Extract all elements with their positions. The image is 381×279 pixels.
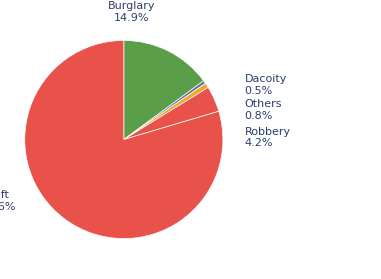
Wedge shape	[124, 88, 219, 140]
Text: Dacoity
0.5%: Dacoity 0.5%	[245, 74, 287, 96]
Text: Others
0.8%: Others 0.8%	[245, 99, 282, 121]
Wedge shape	[124, 83, 208, 140]
Text: Burglary
14.9%: Burglary 14.9%	[108, 1, 155, 23]
Text: Robbery
4.2%: Robbery 4.2%	[245, 127, 291, 148]
Wedge shape	[25, 40, 223, 239]
Text: Theft
79.6%: Theft 79.6%	[0, 190, 16, 212]
Wedge shape	[124, 40, 203, 140]
Wedge shape	[124, 81, 205, 140]
